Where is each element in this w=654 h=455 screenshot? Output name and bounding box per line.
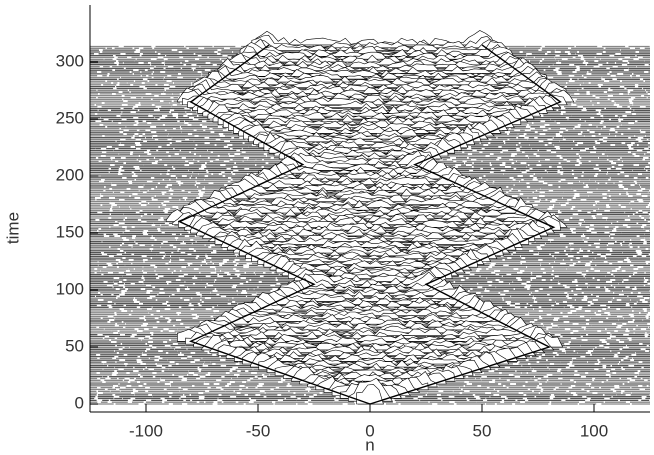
x-tick-label: -50 bbox=[246, 421, 271, 440]
y-tick-label: 50 bbox=[65, 337, 84, 356]
x-tick-label: 50 bbox=[473, 421, 492, 440]
y-axis-label: time bbox=[3, 212, 22, 244]
x-tick-label: 100 bbox=[580, 421, 608, 440]
plot-texture bbox=[90, 31, 650, 405]
y-tick-label: 300 bbox=[56, 51, 84, 70]
x-tick-label: 0 bbox=[365, 421, 374, 440]
y-tick-label: 250 bbox=[56, 108, 84, 127]
chart: n time -100-50050100050100150200250300 bbox=[0, 0, 654, 455]
y-tick-label: 0 bbox=[75, 394, 84, 413]
x-tick-label: -100 bbox=[129, 421, 163, 440]
y-tick-label: 100 bbox=[56, 279, 84, 298]
y-tick-label: 200 bbox=[56, 165, 84, 184]
y-tick-label: 150 bbox=[56, 222, 84, 241]
